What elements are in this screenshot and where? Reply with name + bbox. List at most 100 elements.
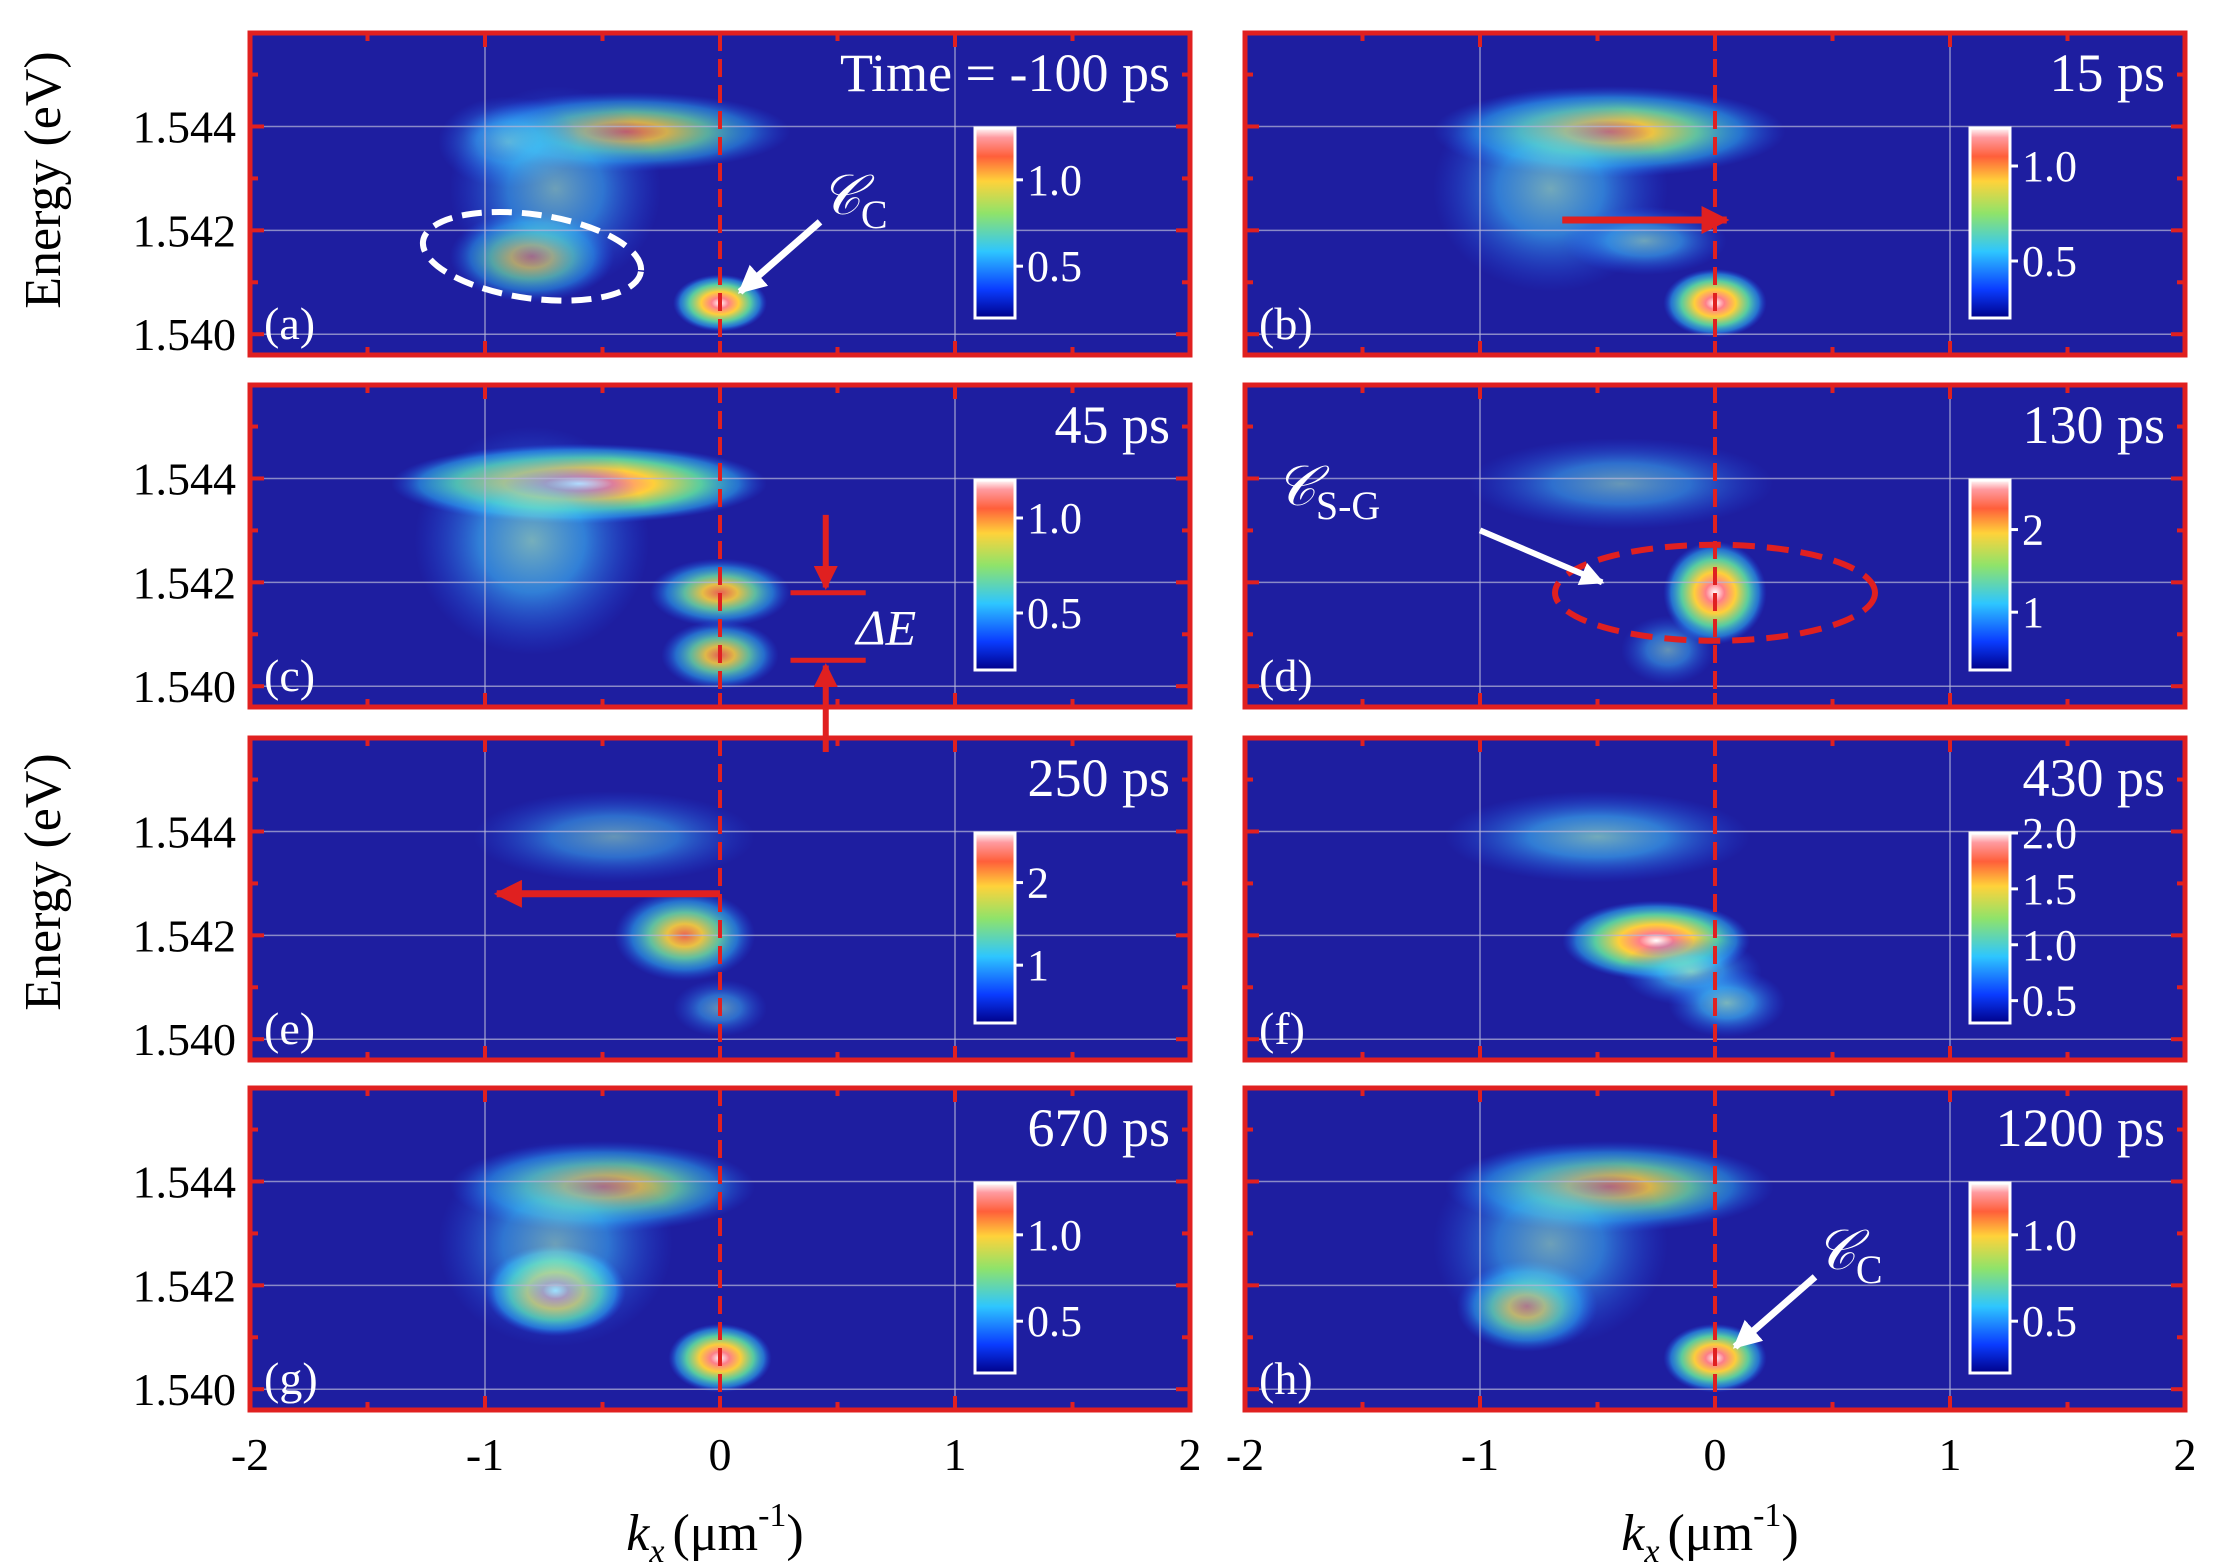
colorbar-tick-label: 0.5 — [1027, 1297, 1082, 1346]
x-axis-unit: (μm — [672, 1505, 758, 1562]
y-tick-label: 1.542 — [133, 910, 237, 961]
time-label: 1200 ps — [1995, 1098, 2165, 1158]
x-tick-label: 2 — [1179, 1429, 1202, 1480]
panel-label: (h) — [1259, 1353, 1313, 1404]
y-axis-title-bottom: Energy (eV) — [15, 753, 72, 1011]
x-tick-label: 1 — [944, 1429, 967, 1480]
panel-label: (b) — [1259, 298, 1313, 349]
colorbar-tick-label: 1.0 — [1027, 1211, 1082, 1260]
colorbar — [1968, 478, 2012, 672]
colorbar — [1968, 831, 2012, 1025]
panel-b: (b) 15 ps 0.5 1.0 — [1242, 30, 2188, 358]
condensate-subscript: S-G — [1316, 483, 1380, 528]
time-label: 130 ps — [2022, 395, 2165, 455]
y-tick-label: 1.540 — [133, 661, 237, 712]
colorbar-tick-label: 1.0 — [2022, 142, 2077, 191]
heatmap-blob — [414, 426, 650, 656]
heatmap-blob — [1444, 790, 1751, 883]
heatmap-area — [250, 1088, 1190, 1410]
heatmap-blob — [438, 1140, 673, 1347]
colorbar — [973, 126, 1017, 320]
colorbar-tick-label: 0.5 — [2022, 237, 2077, 286]
x-tick-label: 2 — [2174, 1429, 2197, 1480]
colorbar-tick-label: 1.5 — [2022, 865, 2077, 914]
pointer-arrow — [1478, 527, 1605, 586]
x-tick-label: 1 — [1939, 1429, 1962, 1480]
y-tick-label: 1.544 — [133, 453, 237, 504]
y-tick-label: 1.542 — [133, 205, 237, 256]
colorbar-tick-label: 1.0 — [2022, 921, 2077, 970]
x-tick-label: 0 — [709, 1429, 732, 1480]
heatmap-area — [1245, 1088, 2185, 1410]
panel-label: (d) — [1259, 650, 1313, 701]
x-axis-title-right: kx (μm-1) — [1621, 1497, 1799, 1566]
time-label: 45 ps — [1054, 395, 1170, 455]
x-tick-label: -2 — [231, 1429, 269, 1480]
panel-label: (f) — [1259, 1003, 1305, 1054]
x-axis-title-left: kx (μm-1) — [626, 1497, 804, 1566]
heatmap-area — [250, 33, 1190, 355]
colorbar-tick-label: 0.5 — [2022, 977, 2077, 1026]
x-tick-label: -2 — [1226, 1429, 1264, 1480]
panel-e: 1.540 1.542 1.544 (e) 250 ps 1 2 — [133, 735, 1193, 1065]
heatmap-blob — [1668, 968, 1786, 1038]
panel-label: (g) — [264, 1353, 318, 1404]
heatmap-blob — [1562, 206, 1727, 276]
x-axis-close: ) — [1781, 1505, 1798, 1562]
x-axis-unit: (μm — [1667, 1505, 1753, 1562]
y-tick-label: 1.544 — [133, 806, 237, 857]
colorbar-tick-label: 1.0 — [1027, 156, 1082, 205]
time-label: 430 ps — [2022, 748, 2165, 808]
time-label: Time = -100 ps — [840, 43, 1170, 103]
colorbar-tick-label: 2 — [2022, 506, 2044, 555]
x-axis-var: k — [626, 1505, 650, 1562]
panel-c: 1.540 1.542 1.544 (c) 45 ps 0.5 1.0 ΔE — [133, 382, 1193, 712]
y-tick-label: 1.542 — [133, 557, 237, 608]
heatmap-blob — [473, 790, 756, 883]
panel-label: (c) — [264, 650, 315, 701]
colorbar-tick-label: 2 — [1027, 859, 1049, 908]
x-axis-sub: x — [1643, 1533, 1659, 1566]
heatmap-blob — [1468, 437, 1774, 530]
colorbar — [973, 1181, 1017, 1375]
heatmap-blob — [449, 85, 662, 292]
delta-e-label: ΔE — [854, 599, 916, 655]
x-tick-label: 0 — [1704, 1429, 1727, 1480]
heatmap-area — [250, 738, 1190, 1060]
x-axis-exp: -1 — [758, 1497, 786, 1534]
x-axis-var: k — [1621, 1505, 1645, 1562]
heatmap-blob — [1621, 615, 1715, 685]
panel-f: (f) 430 ps 0.5 1.0 1.5 2.0 — [1242, 735, 2188, 1063]
condensate-subscript: C — [1856, 1247, 1883, 1292]
x-axis-close: ) — [786, 1505, 803, 1562]
y-axis-title-top: Energy (eV) — [15, 51, 72, 309]
y-tick-label: 1.540 — [133, 1014, 237, 1065]
colorbar — [1968, 126, 2012, 320]
x-tick-label: -1 — [1461, 1429, 1499, 1480]
panel-label: (e) — [264, 1003, 315, 1054]
x-tick-label: -1 — [466, 1429, 504, 1480]
panel-h: -2 -1 0 1 2(h)1200 ps0.51.0𝒞C — [1226, 1085, 2197, 1480]
x-axis-sub: x — [648, 1533, 664, 1566]
y-tick-label: 1.544 — [133, 101, 237, 152]
heatmap-area — [1245, 738, 2185, 1060]
colorbar-tick-label: 1.0 — [1027, 494, 1082, 543]
heatmap-area — [1245, 33, 2185, 355]
dashed-condensate-ellipse — [1552, 541, 1878, 644]
heatmap-area — [1245, 385, 2185, 707]
y-tick-label: 1.540 — [133, 309, 237, 360]
time-label: 15 ps — [2049, 43, 2165, 103]
colorbar-tick-label: 0.5 — [2022, 1297, 2077, 1346]
colorbar — [973, 478, 1017, 672]
colorbar — [973, 831, 1017, 1025]
colorbar-tick-label: 0.5 — [1027, 589, 1082, 638]
time-label: 250 ps — [1027, 748, 1170, 808]
panel-label: (a) — [264, 298, 315, 349]
colorbar-tick-label: 2.0 — [2022, 809, 2077, 858]
y-tick-label: 1.544 — [133, 1156, 237, 1207]
colorbar-tick-label: 0.5 — [1027, 242, 1082, 291]
